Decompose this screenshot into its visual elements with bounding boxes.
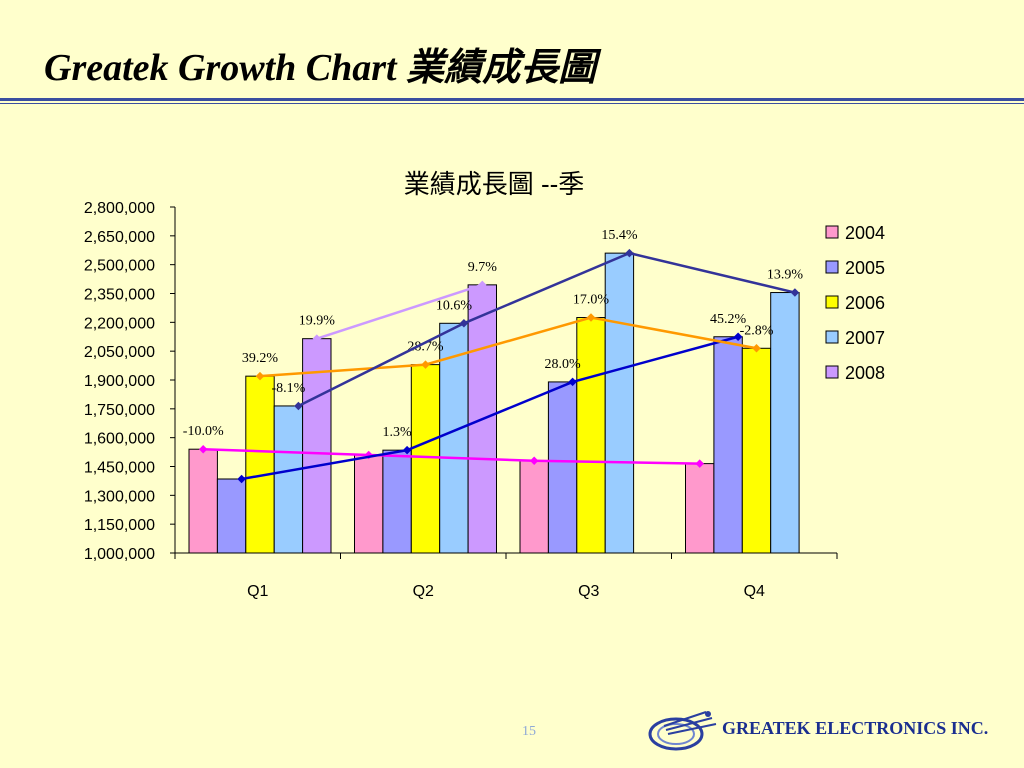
- y-tick-label: 2,800,000: [84, 200, 155, 217]
- legend-label: 2005: [845, 258, 885, 278]
- growth-label: 9.7%: [468, 260, 498, 275]
- trend-marker-2004: [198, 444, 208, 454]
- bar-2004: [354, 454, 384, 554]
- y-tick-label: 1,450,000: [84, 460, 155, 477]
- bar-2005: [382, 449, 412, 554]
- trend-marker-2007: [294, 401, 303, 411]
- bar-2004: [685, 463, 715, 554]
- growth-label: 39.2%: [242, 351, 279, 366]
- legend-swatch-2006: [825, 295, 839, 309]
- growth-label: -10.0%: [183, 424, 224, 439]
- bar-2007: [604, 252, 635, 554]
- trend-marker-2006: [421, 360, 430, 369]
- trend-marker-2005: [733, 332, 743, 341]
- trend-marker-2004: [695, 459, 704, 468]
- growth-label: 10.6%: [436, 298, 473, 313]
- y-tick-label: 1,150,000: [84, 517, 155, 534]
- trend-marker-2005: [568, 377, 577, 387]
- growth-label: 19.9%: [299, 314, 336, 329]
- title-rule-thick: [0, 98, 1024, 101]
- growth-label: 28.0%: [545, 357, 582, 372]
- y-tick-label: 2,500,000: [84, 258, 155, 275]
- trend-line-2008: [316, 283, 483, 340]
- growth-label: 13.9%: [767, 268, 804, 283]
- trend-marker-2008: [312, 334, 322, 343]
- chart-title: 業績成長圖 --季: [404, 169, 585, 199]
- growth-label: 15.4%: [601, 228, 638, 243]
- x-tick-label: Q4: [744, 583, 765, 600]
- growth-chart: 業績成長圖 --季 1,000,000 1,150,000 1,300,000 1,45…: [84, 169, 885, 600]
- bar-2004: [519, 460, 549, 554]
- growth-label: -8.1%: [271, 381, 305, 396]
- y-tick-label: 1,000,000: [84, 546, 155, 563]
- bar-2007: [273, 405, 304, 554]
- bar-2008: [302, 338, 332, 554]
- bar-2006: [410, 364, 441, 554]
- trend-marker-2006: [752, 344, 761, 353]
- slide-title: Greatek Growth Chart 業績成長圖: [44, 36, 596, 91]
- trend-line-2005: [241, 335, 739, 481]
- bar-2004: [188, 448, 218, 554]
- y-tick-label: 2,650,000: [84, 229, 155, 246]
- trend-line-2006: [259, 316, 757, 378]
- page-number: 15: [522, 724, 536, 739]
- legend-swatch-2008: [825, 365, 839, 379]
- legend-label: 2006: [845, 293, 885, 313]
- y-tick-label: 2,050,000: [84, 344, 155, 361]
- trend-marker-2008: [478, 280, 487, 290]
- bar-2007: [770, 292, 800, 554]
- x-tick-label: Q1: [247, 583, 268, 600]
- legend-swatch-2005: [825, 260, 839, 274]
- growth-label: 28.7%: [407, 340, 444, 355]
- legend-label: 2007: [845, 328, 885, 348]
- trend-marker-2006: [586, 313, 596, 322]
- legend-swatch-2007: [825, 330, 839, 344]
- y-tick-label: 1,300,000: [84, 488, 155, 505]
- bar-2005: [547, 381, 578, 554]
- y-tick-label: 2,200,000: [84, 315, 155, 332]
- trend-marker-2007: [790, 288, 800, 297]
- trend-marker-2006: [255, 371, 265, 381]
- company-name: GREATEK ELECTRONICS INC.: [722, 718, 989, 738]
- legend-label: 2004: [845, 223, 885, 243]
- trend-marker-2004: [529, 456, 539, 465]
- company-logo-icon: [648, 711, 717, 751]
- trend-marker-2005: [402, 445, 412, 455]
- title-english: Greatek Growth Chart: [44, 47, 397, 89]
- growth-label: 45.2%: [710, 312, 747, 327]
- bar-2005: [713, 336, 743, 554]
- legend-label: 2008: [845, 363, 885, 383]
- growth-label: -2.8%: [740, 323, 774, 338]
- x-tick-label: Q2: [413, 583, 434, 600]
- y-tick-label: 1,900,000: [84, 373, 155, 390]
- y-tick-label: 1,750,000: [84, 402, 155, 419]
- growth-label: 17.0%: [573, 293, 610, 308]
- y-tick-label: 2,350,000: [84, 287, 155, 304]
- trend-marker-2005: [237, 474, 246, 484]
- title-rule-thin: [0, 103, 1024, 104]
- bar-2006: [245, 375, 275, 554]
- growth-label: 1.3%: [383, 425, 413, 440]
- bar-2006: [576, 317, 606, 554]
- trend-marker-2007: [459, 319, 469, 328]
- y-tick-label: 1,600,000: [84, 431, 155, 448]
- title-chinese: 業績成長圖: [406, 47, 597, 89]
- bar-2005: [216, 478, 247, 554]
- x-tick-label: Q3: [578, 583, 599, 600]
- trend-line-2004: [203, 447, 700, 465]
- bar-2006: [741, 347, 772, 554]
- legend-swatch-2004: [825, 225, 839, 239]
- trend-line-2007: [297, 251, 796, 408]
